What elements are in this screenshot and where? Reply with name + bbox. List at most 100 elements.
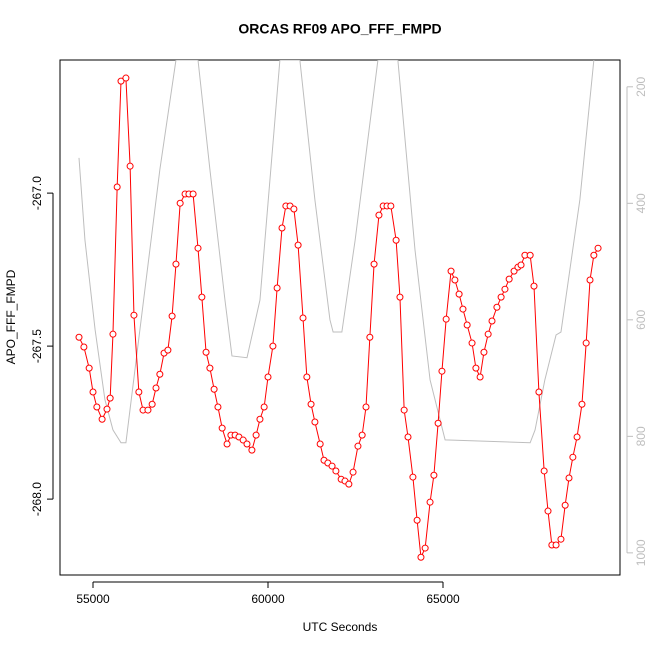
data-point xyxy=(122,74,130,82)
data-point xyxy=(156,370,164,378)
data-point xyxy=(493,303,501,311)
data-point xyxy=(109,330,117,338)
y2-tick-label: 400 xyxy=(634,193,648,213)
data-point xyxy=(152,384,160,392)
data-point xyxy=(172,260,180,268)
data-point xyxy=(417,553,425,561)
data-point xyxy=(354,442,362,450)
data-point xyxy=(206,364,214,372)
data-point xyxy=(176,199,184,207)
data-point xyxy=(434,419,442,427)
data-point xyxy=(269,342,277,350)
data-point xyxy=(573,433,581,441)
y2-tick-label: 800 xyxy=(634,426,648,446)
x-tick-label: 60000 xyxy=(251,592,285,606)
data-point xyxy=(130,311,138,319)
data-point xyxy=(594,244,602,252)
data-point xyxy=(455,290,463,298)
data-point xyxy=(290,205,298,213)
data-point xyxy=(80,343,88,351)
y-tick-label: -267.5 xyxy=(30,329,44,363)
data-point xyxy=(89,388,97,396)
data-point xyxy=(517,261,525,269)
data-point xyxy=(552,541,560,549)
data-point xyxy=(530,282,538,290)
y-axis-title: APO_FFF_FMPD xyxy=(4,269,18,364)
data-point xyxy=(447,267,455,275)
data-point xyxy=(210,385,218,393)
data-point xyxy=(218,424,226,432)
data-point xyxy=(299,314,307,322)
data-point xyxy=(400,406,408,414)
data-point xyxy=(198,293,206,301)
data-point xyxy=(164,346,172,354)
data-point xyxy=(93,403,101,411)
data-point xyxy=(349,468,357,476)
data-point xyxy=(526,251,534,259)
y-tick-label: -267.0 xyxy=(30,176,44,210)
data-point xyxy=(586,276,594,284)
data-point xyxy=(316,440,324,448)
data-point xyxy=(194,244,202,252)
data-point xyxy=(387,202,395,210)
data-point xyxy=(294,241,302,249)
data-point xyxy=(307,400,315,408)
y-tick-label: -268.0 xyxy=(30,482,44,516)
data-point xyxy=(273,284,281,292)
data-point xyxy=(370,260,378,268)
data-point xyxy=(260,403,268,411)
data-point xyxy=(168,312,176,320)
data-point xyxy=(126,162,134,170)
data-point xyxy=(501,285,509,293)
data-point xyxy=(144,406,152,414)
data-point xyxy=(409,473,417,481)
data-point xyxy=(463,321,471,329)
x-tick-label: 65000 xyxy=(426,592,460,606)
data-point xyxy=(505,275,513,283)
data-point xyxy=(484,330,492,338)
plot-frame xyxy=(59,59,621,576)
data-point xyxy=(264,373,272,381)
data-point xyxy=(442,315,450,323)
data-point xyxy=(117,77,125,85)
data-point xyxy=(243,440,251,448)
data-point xyxy=(328,462,336,470)
data-point xyxy=(438,367,446,375)
data-point xyxy=(413,516,421,524)
chart-title: ORCAS RF09 APO_FFF_FMPD xyxy=(238,21,441,37)
data-point xyxy=(311,418,319,426)
x-tick-label: 55000 xyxy=(76,592,110,606)
data-point xyxy=(135,388,143,396)
data-point xyxy=(426,498,434,506)
data-point xyxy=(85,364,93,372)
data-point xyxy=(113,183,121,191)
data-point xyxy=(256,415,264,423)
y2-tick-label: 1000 xyxy=(634,539,648,566)
y2-tick-label: 600 xyxy=(634,309,648,329)
data-point xyxy=(557,535,565,543)
data-point xyxy=(362,403,370,411)
data-point xyxy=(332,467,340,475)
data-point xyxy=(565,474,573,482)
data-point xyxy=(544,507,552,515)
data-point xyxy=(488,317,496,325)
x-axis-title: UTC Seconds xyxy=(303,620,378,634)
data-point xyxy=(404,433,412,441)
data-point xyxy=(451,276,459,284)
data-point xyxy=(366,333,374,341)
data-point xyxy=(278,224,286,232)
data-point xyxy=(202,348,210,356)
data-line xyxy=(78,77,599,560)
data-point xyxy=(569,453,577,461)
data-point xyxy=(106,394,114,402)
data-point xyxy=(98,415,106,423)
data-point xyxy=(148,400,156,408)
data-point xyxy=(472,364,480,372)
data-point xyxy=(375,211,383,219)
data-point xyxy=(252,431,260,439)
data-point xyxy=(358,431,366,439)
y2-tick-label: 200 xyxy=(634,76,648,96)
data-point xyxy=(459,305,467,313)
data-point xyxy=(582,339,590,347)
